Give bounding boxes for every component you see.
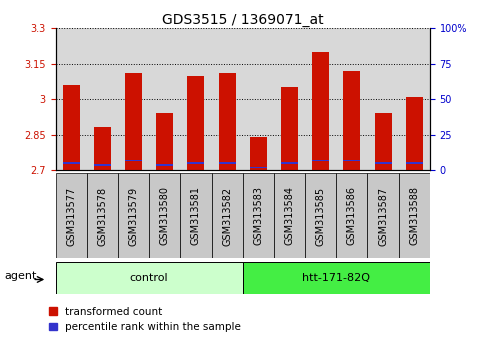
Text: GSM313587: GSM313587: [378, 186, 388, 246]
Text: GSM313579: GSM313579: [128, 186, 139, 246]
Bar: [281, 162, 298, 164]
Bar: [343, 71, 360, 170]
Bar: [218, 73, 236, 170]
Bar: [63, 162, 80, 164]
Bar: [94, 127, 111, 170]
Bar: [212, 173, 242, 258]
Bar: [242, 173, 274, 258]
Bar: [336, 173, 368, 258]
Text: agent: agent: [4, 271, 37, 281]
Bar: [87, 173, 118, 258]
Bar: [281, 87, 298, 170]
Bar: [250, 167, 267, 168]
Text: GSM313586: GSM313586: [347, 187, 357, 245]
Bar: [156, 165, 173, 166]
Text: control: control: [130, 273, 169, 283]
Bar: [343, 160, 360, 161]
Bar: [406, 97, 423, 170]
Bar: [125, 160, 142, 161]
Bar: [374, 162, 392, 164]
Bar: [406, 162, 423, 164]
Bar: [118, 173, 149, 258]
Bar: [125, 73, 142, 170]
Bar: [187, 162, 204, 164]
Bar: [242, 262, 430, 294]
Legend: transformed count, percentile rank within the sample: transformed count, percentile rank withi…: [44, 303, 245, 336]
Bar: [94, 165, 111, 166]
Bar: [218, 162, 236, 164]
Text: GSM313577: GSM313577: [66, 186, 76, 246]
Text: htt-171-82Q: htt-171-82Q: [302, 273, 370, 283]
Bar: [274, 173, 305, 258]
Bar: [180, 173, 212, 258]
Bar: [305, 173, 336, 258]
Bar: [374, 113, 392, 170]
Bar: [368, 173, 398, 258]
Bar: [63, 85, 80, 170]
Text: GSM313584: GSM313584: [284, 187, 295, 245]
Bar: [312, 160, 329, 161]
Bar: [149, 173, 180, 258]
Bar: [398, 173, 430, 258]
Bar: [187, 75, 204, 170]
Text: GSM313582: GSM313582: [222, 186, 232, 246]
Title: GDS3515 / 1369071_at: GDS3515 / 1369071_at: [162, 13, 324, 27]
Text: GSM313578: GSM313578: [98, 186, 107, 246]
Text: GSM313585: GSM313585: [316, 186, 326, 246]
Bar: [56, 173, 87, 258]
Text: GSM313583: GSM313583: [253, 187, 263, 245]
Text: GSM313588: GSM313588: [409, 187, 419, 245]
Bar: [156, 113, 173, 170]
Bar: [312, 52, 329, 170]
Text: GSM313581: GSM313581: [191, 187, 201, 245]
Bar: [250, 137, 267, 170]
Bar: [56, 262, 242, 294]
Text: GSM313580: GSM313580: [160, 187, 170, 245]
